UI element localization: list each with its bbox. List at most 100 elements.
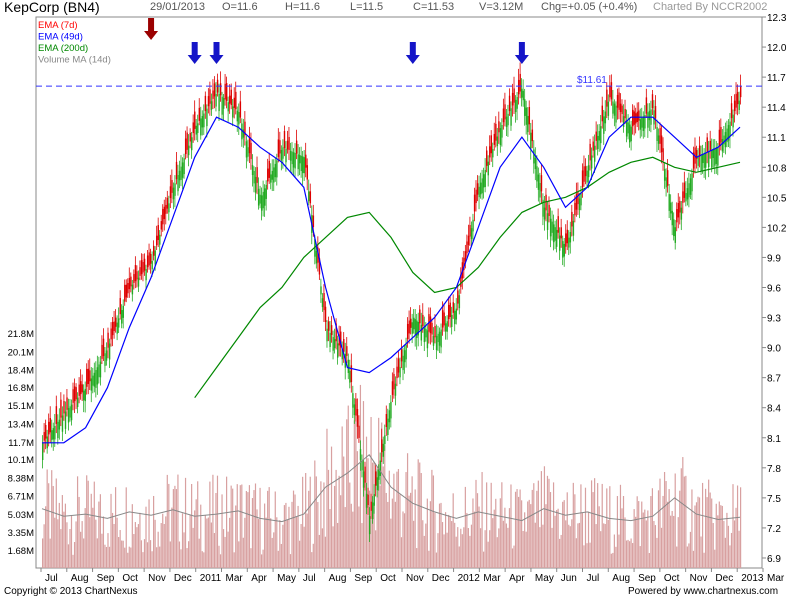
candle-body [224, 83, 226, 100]
volume-bar [449, 516, 451, 568]
volume-bar [711, 498, 713, 568]
candle-body [438, 331, 441, 346]
candle-body [621, 105, 623, 115]
volume-bar [636, 496, 638, 568]
candle-body [238, 112, 240, 125]
candle-body [206, 108, 208, 127]
volume-bar [191, 483, 193, 568]
candle-body [73, 386, 76, 402]
powered-by-link[interactable]: Powered by www.chartnexus.com [628, 586, 779, 597]
candle-body [660, 135, 663, 153]
candle-body [362, 471, 365, 488]
volume-bar [563, 500, 565, 568]
volume-bar [487, 541, 489, 568]
charted-by: Charted By NCCR2002 [653, 1, 768, 13]
volume-bar [346, 419, 348, 568]
volume-bar [692, 550, 695, 568]
candle-body [66, 397, 68, 410]
candle-body [698, 145, 701, 157]
candle-body [280, 149, 283, 161]
volume-bar [478, 506, 480, 568]
month-tick-label: Oct [122, 573, 138, 584]
volume-bar [192, 527, 194, 568]
candle-body [555, 229, 558, 247]
candle-body [413, 317, 415, 330]
candle-body [264, 188, 266, 206]
volume-bar [457, 527, 459, 568]
volume-bar [330, 446, 333, 568]
month-tick-label: Nov [690, 573, 708, 584]
volume-bar [676, 546, 678, 568]
candle-body [43, 432, 45, 441]
volume-bar [574, 494, 576, 568]
volume-bar [499, 498, 501, 568]
candle-body [440, 329, 442, 348]
candle-body [373, 494, 375, 506]
month-tick-label: Oct [664, 573, 680, 584]
candle-body [536, 166, 538, 182]
price-tick-label: 9.0 [767, 344, 781, 355]
candle-body [376, 477, 378, 491]
candle-body [232, 106, 234, 118]
candle-body [292, 152, 295, 168]
volume-bar [151, 551, 153, 568]
candle-body [692, 152, 695, 169]
volume-bar [530, 504, 532, 568]
volume-bar [657, 490, 660, 568]
volume-bar [701, 482, 704, 568]
candle-body [587, 165, 590, 178]
volume-bar [93, 481, 95, 568]
candle-body [622, 116, 625, 128]
price-tick-label: 7.5 [767, 494, 781, 505]
candle-body [454, 310, 456, 325]
candle-body [521, 88, 523, 98]
volume-bar [139, 512, 141, 568]
candle-body [183, 158, 185, 175]
volume-bar [148, 499, 150, 568]
volume-bar [242, 537, 244, 568]
volume-bar [288, 506, 290, 568]
candle-body [279, 140, 281, 154]
volume-bar [361, 523, 363, 568]
candle-body [507, 113, 509, 126]
candle-body [171, 180, 173, 193]
candle-body [83, 390, 85, 401]
candle-body [703, 153, 705, 168]
candle-body [262, 191, 264, 209]
volume-bar [72, 554, 74, 568]
volume-bar [613, 534, 615, 568]
volume-bar [408, 495, 410, 568]
volume-bar [302, 476, 304, 568]
candle-body [718, 129, 721, 147]
volume-bar [154, 519, 156, 568]
candle-body [254, 176, 257, 193]
volume-bar [431, 469, 433, 568]
volume-bar [656, 537, 658, 568]
volume-bar [625, 540, 628, 568]
volume-bar [375, 530, 377, 568]
month-tick-label: Mar [483, 573, 501, 584]
candle-body [96, 367, 99, 385]
candle-body [365, 493, 368, 508]
candle-body [111, 321, 114, 336]
candle-body [87, 368, 90, 385]
volume-bar [352, 511, 354, 568]
candle-body [513, 88, 515, 103]
volume-bar [740, 487, 742, 568]
candle-body [323, 293, 325, 311]
volume-bar [244, 517, 246, 568]
candle-body [219, 83, 222, 96]
candle-body [539, 182, 541, 198]
candle-body [75, 387, 77, 400]
volume-bar [590, 480, 593, 568]
volume-bar [444, 512, 447, 568]
volume-bar [584, 487, 587, 568]
volume-bar [712, 523, 714, 568]
candle-body [425, 328, 427, 338]
volume-bar [218, 545, 220, 568]
candle-body [347, 359, 350, 373]
volume-bar [292, 490, 295, 568]
candle-body [659, 128, 661, 144]
candle-body [534, 157, 537, 170]
candle-body [306, 165, 309, 180]
